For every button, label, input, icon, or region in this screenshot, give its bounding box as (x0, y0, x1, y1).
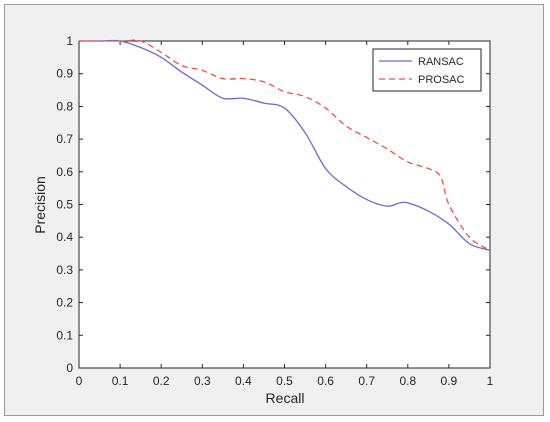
x-tick-label: 0.3 (194, 374, 211, 388)
plot-area (78, 40, 491, 369)
y-tick-label: 0.8 (56, 99, 73, 113)
precision-recall-chart: 0 0.1 0.2 0.3 0.4 0.5 0.6 0.7 0.8 0.9 1 0 0.1 0.2 0.3 0… (32, 34, 494, 406)
y-tick-label: 0.9 (56, 67, 73, 81)
y-tick-label: 0.4 (56, 230, 73, 244)
x-tick-label: 0.6 (317, 374, 334, 388)
legend: RANSAC PROSAC (372, 48, 482, 92)
y-tick-label: 0 (66, 361, 73, 375)
x-tick-label: 0.2 (153, 374, 170, 388)
y-tick-label: 0.7 (56, 132, 73, 146)
y-tick-label: 0.6 (56, 165, 73, 179)
x-tick-label: 0.9 (441, 374, 458, 388)
x-tick-label: 0 (76, 374, 83, 388)
legend-box (372, 48, 482, 92)
x-tick-label: 1 (487, 374, 494, 388)
axis-ticks: 0 0.1 0.2 0.3 0.4 0.5 0.6 0.7 0.8 0.9 1 0 0.1 0.2 0.3 0… (56, 34, 493, 388)
y-axis-title: Precision (32, 176, 48, 234)
series-layer (79, 39, 491, 251)
x-tick-label: 0.8 (399, 374, 416, 388)
legend-label-ransac: RANSAC (418, 56, 464, 68)
x-tick-label: 0.4 (235, 374, 252, 388)
y-tick-label: 0.2 (56, 296, 73, 310)
x-tick-label: 0.1 (112, 374, 129, 388)
y-tick-label: 0.5 (56, 198, 73, 212)
x-tick-label: 0.5 (276, 374, 293, 388)
x-axis-title: Recall (266, 390, 305, 406)
series-line-prosac (79, 39, 491, 251)
legend-label-prosac: PROSAC (418, 74, 465, 86)
figure-frame: 0 0.1 0.2 0.3 0.4 0.5 0.6 0.7 0.8 0.9 1 0 0.1 0.2 0.3 0… (4, 4, 544, 416)
y-tick-label: 0.3 (56, 263, 73, 277)
y-tick-label: 1 (66, 34, 73, 48)
x-tick-label: 0.7 (358, 374, 375, 388)
series-line-ransac (79, 39, 491, 251)
y-tick-label: 0.1 (56, 328, 73, 342)
